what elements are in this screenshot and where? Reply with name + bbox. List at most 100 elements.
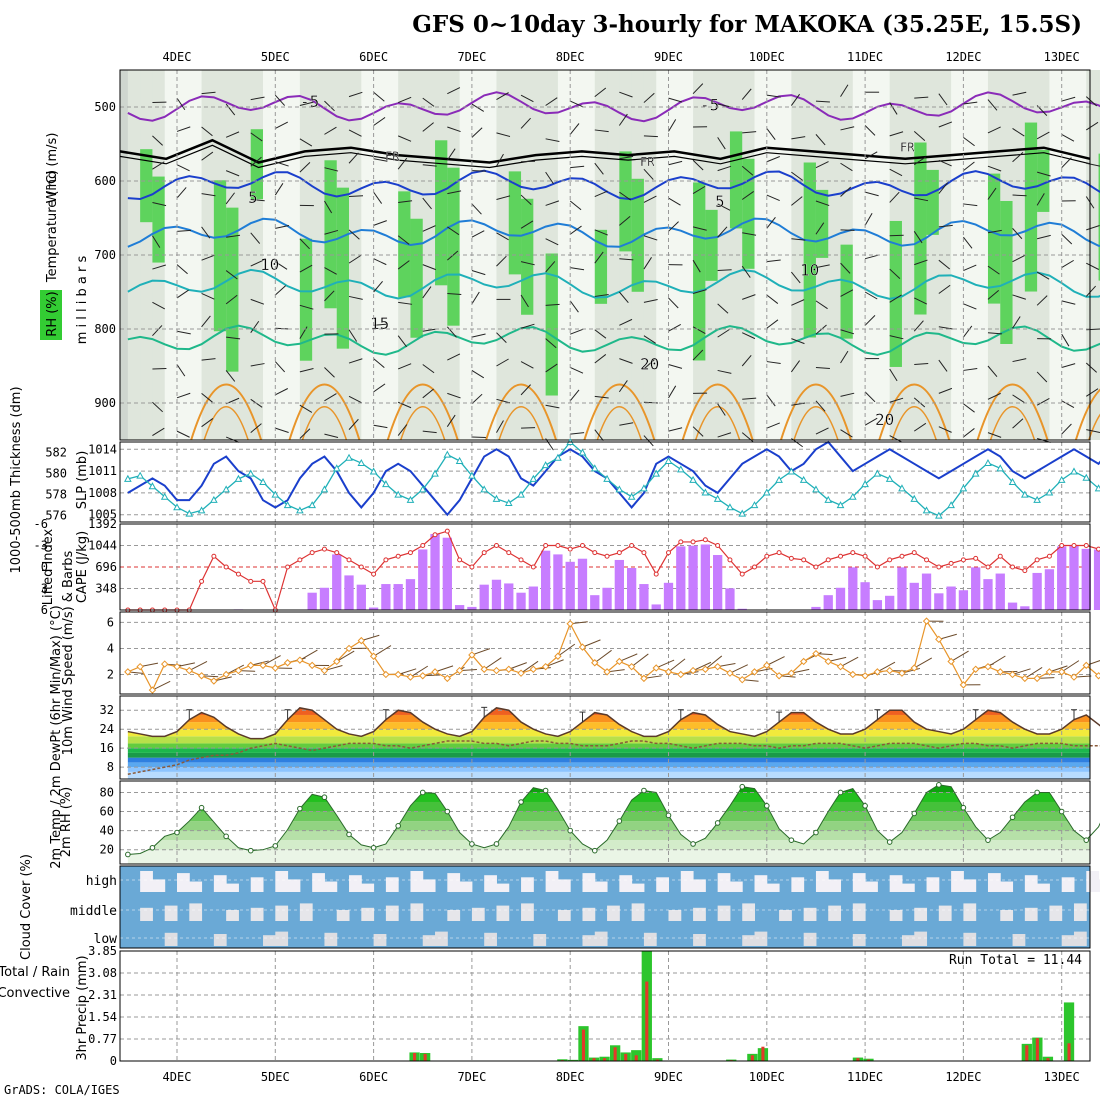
wind-barb [569, 100, 584, 108]
lifted-index-point [678, 539, 684, 545]
wind-barb [938, 326, 953, 330]
thickness-point [590, 464, 599, 472]
rh-column [791, 70, 805, 440]
wind-barb [643, 135, 658, 138]
date-label: 6DEC [359, 1070, 388, 1084]
cape-bar [614, 559, 624, 610]
wind-speed-point [173, 662, 181, 671]
wind-barb [742, 232, 757, 236]
wind-barb [668, 385, 677, 399]
wind-barb [815, 427, 829, 435]
wind-barb [889, 335, 904, 340]
wind-barb [840, 429, 853, 438]
wind-barb [397, 135, 412, 142]
warm-contour [386, 383, 459, 441]
warm-contour [1074, 388, 1100, 441]
cape-lifted-index-panel: 348 696 1044 1392 -6 -3 0 3 6 [34, 517, 1100, 617]
cape-bar [590, 595, 600, 610]
wind-barb [373, 91, 385, 102]
wind-speed-point [566, 620, 574, 628]
warm-contour [485, 383, 558, 441]
wind-barb [1061, 423, 1072, 435]
wind-barb [201, 293, 215, 300]
slp-axis-label: SLP (mb) [75, 451, 90, 510]
rh-moist-block [545, 253, 559, 396]
lifted-index-point [223, 564, 229, 570]
rh-point [1034, 789, 1040, 796]
wind-speed-point [1057, 668, 1066, 676]
date-label: 12DEC [945, 50, 981, 64]
wind-barb [152, 325, 163, 337]
wind-barb [545, 338, 557, 349]
credit-text: GrADS: COLA/IGES [4, 1083, 120, 1097]
rh-point [370, 844, 377, 851]
top-date-axis: 4DEC 5DEC 6DEC 7DEC 8DEC 9DEC 10DEC 11DEC 12DEC 1… [163, 50, 1080, 64]
rh-moist-block [803, 162, 817, 338]
cape-bar [491, 579, 502, 610]
cape-bar [934, 593, 944, 610]
wind-barb [520, 323, 535, 329]
cape-bar [897, 567, 907, 610]
high-cloud-block [312, 873, 325, 892]
wind-speed-point [161, 660, 169, 668]
wind-tick: 6 [107, 615, 114, 629]
middle-cloud-block [889, 910, 903, 921]
lifted-index-point [813, 564, 819, 570]
high-cloud-block [287, 879, 301, 892]
lifted-index-point [592, 550, 598, 556]
high-cloud-block [619, 875, 633, 892]
wind-speed-point [222, 670, 230, 679]
wind-barb [963, 264, 977, 272]
wind-barb [742, 294, 756, 300]
lifted-index-point [838, 553, 844, 559]
middle-cloud-block [557, 910, 571, 921]
wind-barb [570, 432, 585, 435]
panel-frame [119, 611, 1091, 695]
cloud-cover-panel: high middle low [70, 865, 1100, 949]
wind-barb [815, 400, 826, 412]
precip-convective-bar [413, 1053, 417, 1061]
lifted-index-point [371, 571, 377, 577]
wind-barb [938, 182, 949, 194]
warm-contour [891, 406, 937, 441]
wind-barb [791, 196, 803, 206]
wind-speed-point [357, 636, 366, 645]
middle-cloud-block [496, 905, 510, 921]
wind-barb [274, 94, 286, 106]
thickness-point [689, 475, 697, 483]
rh-moist-block [324, 160, 338, 309]
wind-speed-point [689, 666, 697, 675]
wind-speed-point [517, 669, 525, 677]
wind-barb [742, 397, 757, 400]
wind-barb [987, 365, 998, 378]
rh-column [349, 70, 363, 440]
wind-barb [1012, 668, 1031, 675]
cape-bar [479, 584, 489, 610]
wind-speed-point [406, 673, 415, 681]
cape-axis-label: CAPE (J/kg) [75, 531, 90, 603]
lifted-index-point [579, 543, 585, 548]
wind-speed-point [1008, 670, 1017, 679]
wind-barb [545, 171, 554, 185]
wind-barb [410, 665, 429, 678]
high-cloud-block [1024, 875, 1038, 892]
wind-barb [766, 656, 785, 666]
wind-barb [1086, 225, 1100, 231]
date-label: 5DEC [261, 50, 290, 64]
wind-barb [201, 418, 214, 428]
rh-tick: 40 [100, 824, 114, 838]
pressure-tick: 600 [94, 174, 116, 188]
wind-barb [987, 229, 1002, 234]
cape-bar [467, 606, 477, 610]
wind-barb [274, 285, 287, 296]
wind-barb [422, 430, 437, 434]
rh-moist-block [508, 171, 523, 275]
wind-barb [913, 422, 927, 432]
contour-label: FR [640, 155, 655, 169]
wind-barb [225, 664, 245, 675]
precip-convective-bar [645, 981, 649, 1061]
cape-bar [1093, 549, 1100, 610]
slp-tick: 1011 [88, 464, 117, 478]
wind-barb [913, 231, 923, 244]
lifted-index-point [973, 555, 979, 561]
